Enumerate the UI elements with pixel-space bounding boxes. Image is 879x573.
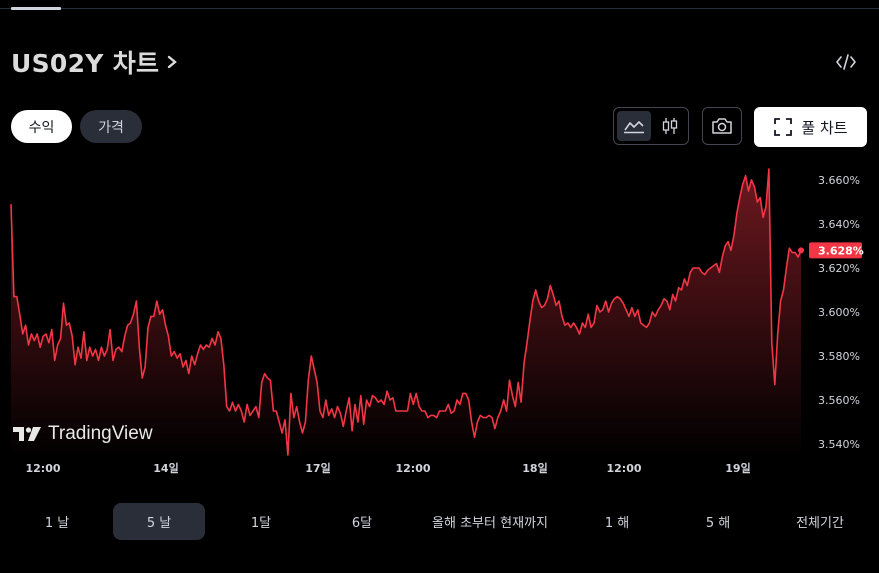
yield-area-fill [11,169,801,458]
current-value-tag [809,242,862,259]
period-button[interactable]: 6달 [316,503,408,540]
fullscreen-icon [774,118,793,136]
period-selector: 1 날 5 날 1달 6달 올해 초부터 현재까지 1 해 5 해 전체기간 [0,503,879,541]
camera-icon [712,118,732,134]
y-tick-label: 3.620% [818,262,860,275]
yield-chart[interactable]: 3.660% 3.640% 3.620% 3.600% 3.580% 3.560% 3.54… [0,158,879,480]
x-tick-label: 12:00 [25,462,60,475]
price-toggle-label: 가격 [98,119,124,136]
x-tick-label: 19일 [725,461,750,475]
period-label: 1 날 [44,516,70,531]
period-button[interactable]: 전체기간 [774,503,866,540]
y-tick-label: 3.640% [818,218,860,231]
period-label: 전체기간 [796,516,844,531]
period-button[interactable]: 1 날 [11,503,103,540]
top-divider [0,8,879,9]
x-tick-label: 17일 [305,461,330,475]
period-button[interactable]: 1 해 [571,503,663,540]
yield-toggle-label: 수익 [28,119,55,136]
tradingview-logo-text: TradingView [48,423,153,444]
chevron-right-icon [168,55,178,69]
period-label: 올해 초부터 현재까지 [432,516,548,531]
area-chart-icon [624,121,644,134]
x-tick-label: 12:00 [606,462,641,475]
y-tick-label: 3.580% [818,350,860,363]
y-tick-label: 3.540% [818,438,860,451]
snapshot-button[interactable] [702,107,742,145]
active-tab-indicator [11,7,61,10]
y-tick-label: 3.600% [818,306,860,319]
period-label: 1달 [250,516,272,531]
period-label: 5 해 [705,516,731,531]
yield-series-line [10,168,802,456]
period-button[interactable]: 5 해 [672,503,764,540]
price-toggle-button[interactable]: 가격 [80,110,142,143]
candlestick-icon [662,118,678,134]
period-label: 5 날 [146,516,172,531]
full-chart-button[interactable]: 풀 차트 [754,107,867,147]
candle-chart-button[interactable] [653,111,687,141]
period-button[interactable]: 5 날 [113,503,205,540]
chart-title-link[interactable]: US02Y 차트 [11,44,179,80]
y-tick-label: 3.560% [818,394,860,407]
x-tick-label: 18일 [522,461,547,475]
full-chart-label: 풀 차트 [801,118,848,137]
area-chart-button[interactable] [617,111,651,141]
embed-code-icon[interactable] [834,50,858,74]
tradingview-logo: TradingView [12,423,153,445]
period-label: 1 해 [604,516,630,531]
y-tick-label: 3.660% [818,174,860,187]
x-tick-label: 12:00 [395,462,430,475]
period-button[interactable]: 1달 [215,503,307,540]
page-title: US02Y 차트 [11,49,160,78]
chart-type-group [613,107,689,145]
period-label: 6달 [351,516,373,531]
period-button[interactable]: 올해 초부터 현재까지 [421,503,559,540]
last-value-point [798,247,804,254]
tradingview-logo-icon [13,427,41,441]
yield-toggle-button[interactable]: 수익 [11,110,72,143]
current-value-label: 3.628% [818,244,864,257]
x-tick-label: 14일 [153,461,178,475]
